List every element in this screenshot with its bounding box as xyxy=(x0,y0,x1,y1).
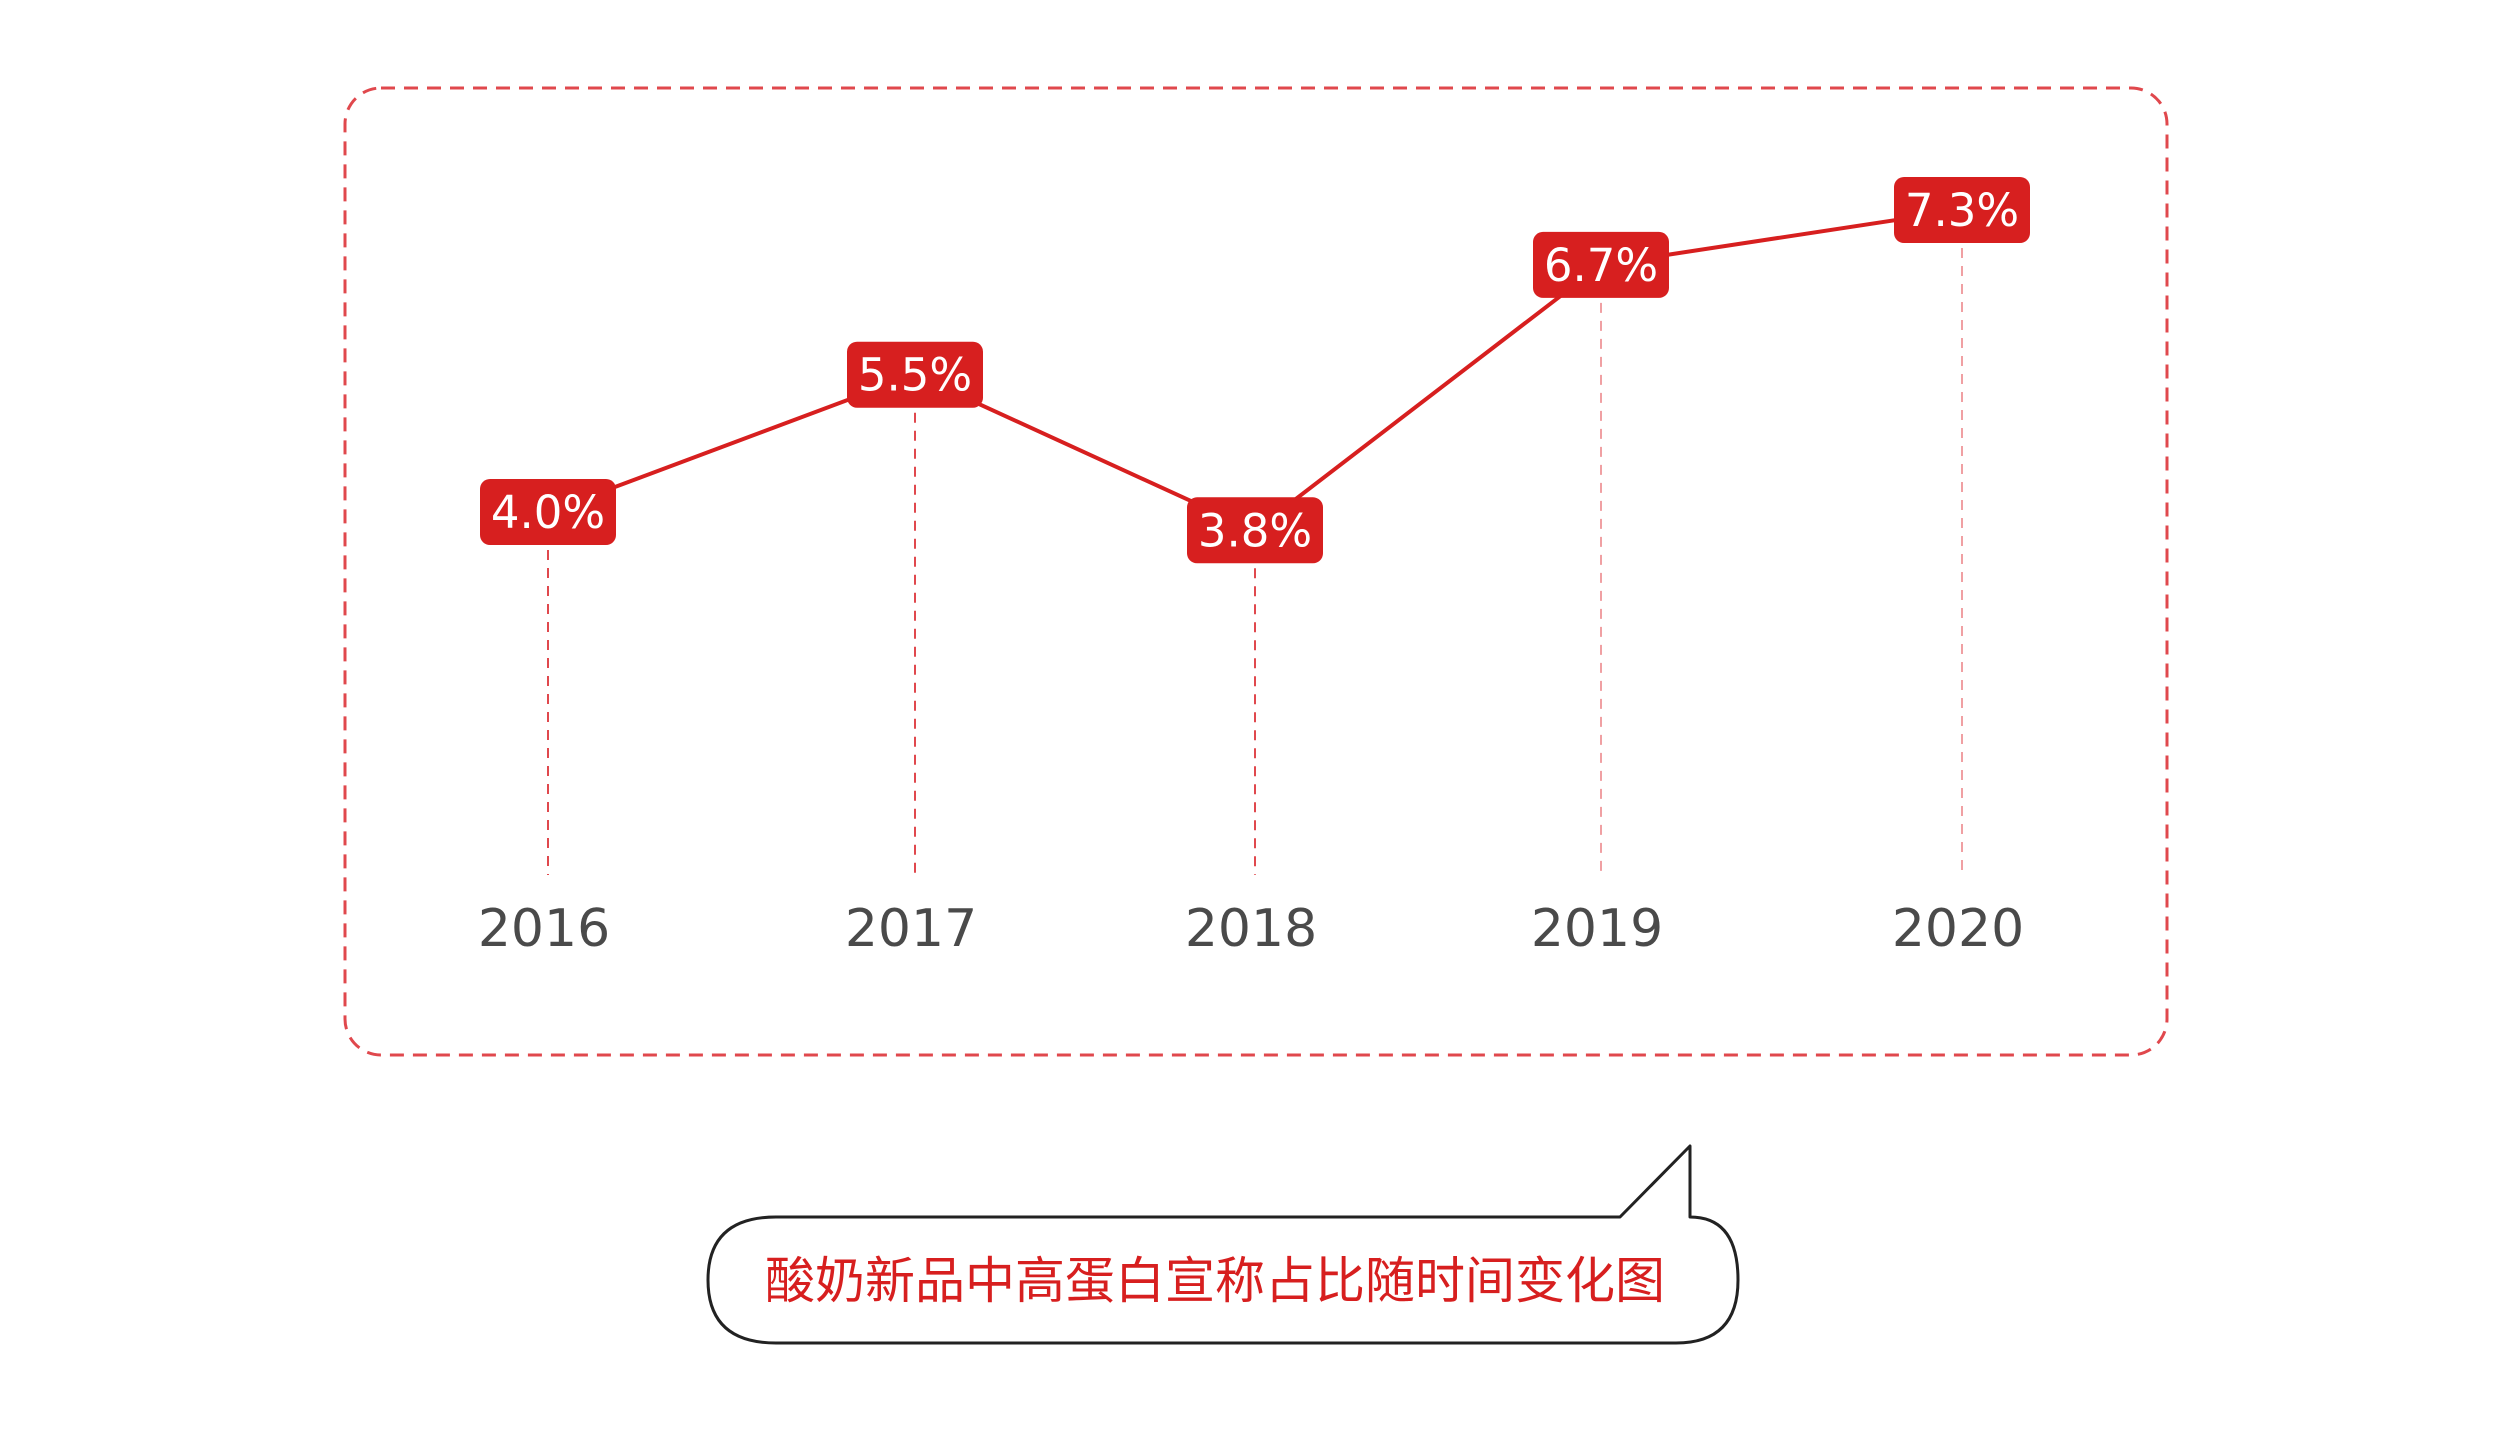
x-tick-label-2016: 2016 xyxy=(478,899,610,959)
guide-lines xyxy=(547,248,1963,875)
data-point-2019: 6.7% xyxy=(1533,231,1669,298)
x-tick-label-2018: 2018 xyxy=(1185,899,1317,959)
data-point-2017: 5.5% xyxy=(847,341,983,408)
x-axis-tick-labels: 2016 2017 2018 2019 2020 xyxy=(478,899,2024,959)
data-label-text: 7.3% xyxy=(1905,184,2019,237)
x-tick-label-2019: 2019 xyxy=(1531,899,1663,959)
data-label-text: 6.7% xyxy=(1544,239,1658,292)
chart-frame xyxy=(343,86,2169,1057)
data-label-badge xyxy=(480,479,616,545)
data-point-2018: 3.8% xyxy=(1187,497,1323,564)
data-label-text: 4.0% xyxy=(491,486,605,539)
series-polyline xyxy=(547,208,1963,533)
data-label-badge xyxy=(847,341,983,408)
series-line xyxy=(547,208,1963,533)
speech-bubble-shape xyxy=(706,1144,1740,1345)
data-point-2020: 7.3% xyxy=(1894,177,2030,243)
caption-bubble: 酸奶新品中高蛋白宣称占比随时间变化图 xyxy=(706,1144,1740,1345)
chart-caption: 酸奶新品中高蛋白宣称占比随时间变化图 xyxy=(765,1252,1665,1310)
data-label-text: 5.5% xyxy=(858,349,972,402)
data-label-badge xyxy=(1894,177,2030,243)
data-label-text: 3.8% xyxy=(1198,504,1312,557)
data-label-badge xyxy=(1187,497,1323,564)
data-labels: 4.0% 5.5% 3.8% 6.7% 7.3% xyxy=(480,177,2030,564)
data-point-2016: 4.0% xyxy=(480,479,616,545)
data-label-badge xyxy=(1533,231,1669,298)
x-tick-label-2020: 2020 xyxy=(1892,899,2024,959)
x-tick-label-2017: 2017 xyxy=(845,899,977,959)
